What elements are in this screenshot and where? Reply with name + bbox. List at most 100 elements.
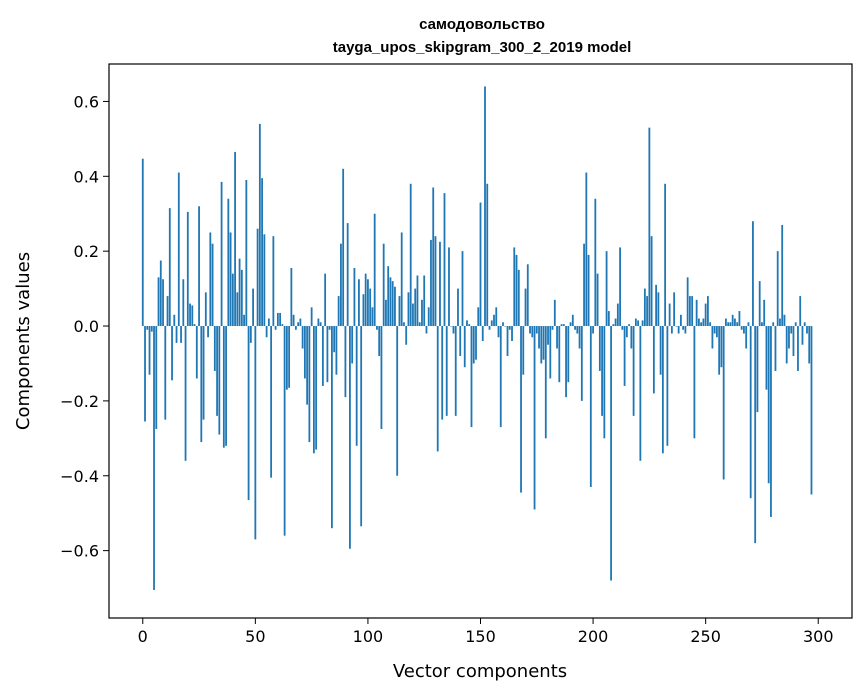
- bar: [162, 279, 164, 327]
- bar: [168, 208, 171, 327]
- bar: [263, 234, 266, 327]
- bar: [306, 326, 309, 405]
- bar: [436, 326, 439, 452]
- bar: [538, 326, 540, 349]
- bar: [513, 247, 516, 327]
- x-tick-label: 250: [690, 627, 721, 646]
- x-tick-label: 100: [353, 627, 384, 646]
- bar: [772, 322, 775, 327]
- bar: [144, 326, 146, 422]
- bar: [632, 326, 635, 416]
- bar: [222, 326, 225, 448]
- bar: [493, 314, 495, 327]
- bar: [605, 251, 608, 327]
- bar: [403, 322, 405, 327]
- bar: [637, 320, 640, 327]
- bar: [707, 296, 709, 327]
- bar: [324, 273, 327, 327]
- bar: [754, 326, 757, 544]
- bar: [531, 326, 534, 338]
- bar: [571, 314, 574, 327]
- bar: [191, 305, 194, 327]
- bar: [427, 307, 430, 327]
- bar: [225, 326, 227, 446]
- bar: [265, 326, 268, 338]
- bar: [666, 326, 669, 446]
- bar: [583, 243, 585, 327]
- bar: [806, 326, 808, 334]
- bar: [159, 260, 162, 327]
- bar: [360, 326, 363, 527]
- bar: [610, 326, 612, 581]
- bar: [767, 326, 770, 484]
- bar: [740, 326, 743, 330]
- x-tick-label: 0: [138, 627, 148, 646]
- bar: [695, 299, 698, 327]
- bar: [515, 254, 518, 327]
- bar: [186, 211, 189, 327]
- bar: [511, 326, 513, 341]
- x-tick-label: 300: [803, 627, 834, 646]
- bar: [713, 326, 716, 334]
- bar: [177, 172, 180, 327]
- bar: [727, 322, 730, 327]
- bar: [254, 326, 257, 540]
- bar: [349, 326, 351, 549]
- bar: [716, 326, 718, 338]
- bar: [776, 251, 779, 327]
- bar: [797, 326, 799, 371]
- bar: [803, 322, 806, 327]
- bar: [301, 326, 304, 349]
- bar: [227, 198, 230, 327]
- bar: [385, 299, 387, 327]
- bar: [245, 180, 248, 327]
- bar: [607, 311, 610, 327]
- bar: [294, 326, 297, 330]
- bar: [412, 303, 414, 327]
- bar: [335, 326, 338, 375]
- bar: [520, 326, 522, 493]
- bar: [290, 268, 293, 327]
- bar: [799, 296, 802, 327]
- bar: [351, 326, 354, 364]
- bar: [738, 311, 741, 327]
- bar: [634, 318, 637, 327]
- bar: [198, 206, 200, 327]
- bar: [693, 326, 696, 439]
- x-tick-label: 200: [578, 627, 609, 646]
- bar: [646, 296, 649, 327]
- bar: [243, 314, 245, 327]
- bar: [288, 326, 291, 388]
- bar: [439, 241, 441, 327]
- bar: [445, 326, 448, 416]
- y-tick-label: 0.0: [74, 317, 99, 336]
- bar: [691, 296, 694, 327]
- bar: [589, 326, 592, 487]
- bar: [358, 279, 360, 327]
- bar: [544, 326, 547, 439]
- bar: [459, 326, 462, 356]
- bar: [378, 326, 381, 356]
- bar: [497, 326, 500, 338]
- bar: [317, 318, 320, 327]
- bar: [155, 326, 158, 429]
- bar: [267, 318, 270, 327]
- bar: [553, 299, 556, 327]
- bar: [281, 324, 284, 327]
- bar: [549, 326, 552, 379]
- bar: [664, 183, 667, 327]
- bar: [258, 123, 261, 327]
- bar: [218, 326, 221, 435]
- bar: [567, 326, 570, 383]
- bar: [745, 326, 748, 349]
- bar: [574, 326, 576, 330]
- bar: [276, 312, 279, 327]
- bar: [468, 324, 471, 327]
- bar: [157, 277, 160, 327]
- bar: [659, 326, 662, 375]
- y-axis-label: Components values: [13, 252, 34, 430]
- bar: [677, 326, 680, 334]
- bar: [603, 326, 606, 439]
- bar: [432, 187, 435, 327]
